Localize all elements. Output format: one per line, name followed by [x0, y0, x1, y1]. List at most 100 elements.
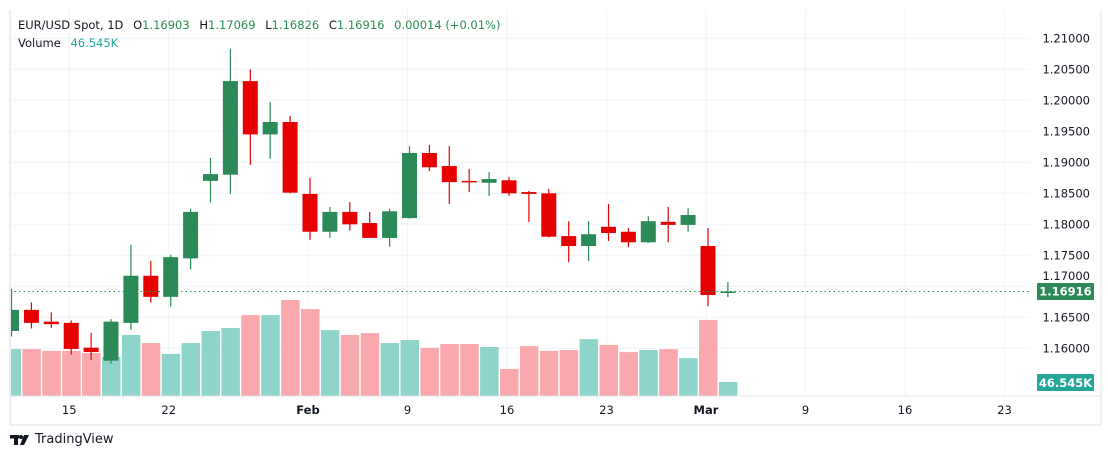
candle-body — [700, 246, 716, 295]
candle-body — [680, 215, 696, 225]
volume-bar — [181, 343, 201, 396]
open-value: 1.16903 — [142, 18, 190, 32]
volume-bar — [141, 343, 161, 396]
brand-name: TradingView — [35, 432, 114, 447]
volume-bar — [320, 330, 340, 396]
grid — [10, 10, 1030, 396]
time-tick-label: 23 — [599, 403, 614, 417]
candle-body — [501, 180, 517, 194]
volume-bar — [340, 334, 360, 396]
price-tag-text: 1.16916 — [1039, 285, 1091, 299]
price-tick-label: 1.19500 — [1042, 124, 1090, 138]
candle-body — [63, 322, 79, 349]
volume-bar — [579, 339, 599, 396]
volume-bar — [241, 315, 260, 396]
candle-body — [362, 223, 378, 238]
candle-body — [23, 309, 39, 323]
candle-body — [720, 291, 736, 294]
candle-body — [262, 122, 278, 135]
time-tick-label: 16 — [898, 403, 913, 417]
time-axis-labels: 15 22 Feb 9 16 23 Mar 9 16 23 — [62, 403, 1012, 417]
volume-value: 46.545K — [70, 36, 119, 50]
volume-bar — [519, 346, 539, 396]
candle-body — [322, 211, 338, 232]
candle-body — [581, 234, 597, 246]
time-tick-label: Mar — [694, 403, 719, 417]
price-tick-label: 1.18000 — [1042, 217, 1090, 231]
volume-bar — [301, 309, 320, 396]
volume-bar — [161, 353, 181, 396]
time-tick-label: 9 — [404, 403, 411, 417]
volume-bar — [480, 346, 499, 396]
volume-bar — [559, 349, 579, 396]
price-tag: 1.16916 — [1037, 283, 1094, 301]
candle-body — [541, 193, 557, 237]
volume-bar — [718, 382, 738, 396]
candle-body — [83, 347, 99, 353]
volume-label[interactable]: Volume — [18, 36, 61, 50]
time-tick-label: 9 — [802, 403, 809, 417]
volume-bar — [221, 328, 240, 396]
price-tick-label: 1.16500 — [1042, 310, 1090, 324]
price-axis[interactable] — [1030, 10, 1101, 396]
symbol-title[interactable]: EUR/USD Spot, 1D — [18, 18, 124, 32]
chart-legend: EUR/USD Spot, 1D O1.16903 H1.17069 L1.16… — [18, 16, 506, 52]
candle-body — [402, 153, 417, 219]
price-tick-label: 1.20000 — [1042, 93, 1090, 107]
change-value: 0.00014 (+0.01%) — [394, 18, 501, 32]
candle-body — [640, 221, 656, 243]
candle-body — [382, 211, 398, 238]
candle-body — [222, 81, 238, 175]
volume-bar — [679, 358, 698, 396]
close-value: 1.16916 — [336, 18, 385, 32]
candle-body — [601, 226, 616, 233]
close-label: C — [328, 18, 337, 32]
volume-bar — [360, 333, 380, 396]
candle-body — [441, 166, 457, 183]
candle-body — [183, 211, 199, 259]
candle-body — [143, 275, 159, 297]
price-tick-label: 1.21000 — [1042, 31, 1090, 45]
price-tick-label: 1.16000 — [1042, 341, 1090, 355]
candle-body — [123, 275, 139, 323]
tradingview-logo[interactable]: TradingView — [10, 432, 114, 447]
candle-body — [561, 236, 577, 246]
volume-bar — [102, 356, 121, 396]
volume-tag-text: 46.545K — [1039, 376, 1093, 390]
low-value: 1.16826 — [271, 18, 320, 32]
ohlc-row: EUR/USD Spot, 1D O1.16903 H1.17069 L1.16… — [18, 16, 506, 34]
volume-bar — [440, 343, 459, 396]
open-label: O — [133, 18, 143, 32]
candle-body — [620, 231, 636, 243]
volume-bar — [699, 319, 718, 396]
candle-body — [163, 257, 179, 297]
candle-body — [342, 211, 358, 225]
volume-bar — [10, 349, 21, 396]
time-tick-label: Feb — [296, 403, 319, 417]
volume-bar — [62, 350, 81, 396]
volume-bar — [121, 334, 141, 396]
volume-bar — [22, 349, 41, 396]
price-tick-label: 1.20500 — [1042, 62, 1090, 76]
volume-tag: 46.545K — [1037, 374, 1094, 391]
tradingview-logo-icon — [10, 434, 29, 445]
candle-body — [43, 321, 59, 325]
candle-body — [103, 321, 119, 361]
candle-body — [421, 153, 437, 168]
candle-body — [660, 221, 676, 225]
volume-bar — [400, 340, 419, 396]
time-tick-label: 22 — [161, 403, 176, 417]
candle-body — [521, 192, 537, 194]
price-axis-labels: 1.16000 1.16500 1.17000 1.17500 1.18000 1.185… — [1042, 31, 1090, 355]
candles — [10, 48, 736, 364]
volume-bar — [42, 350, 61, 396]
volume-bar — [380, 343, 400, 396]
high-value: 1.17069 — [208, 18, 256, 32]
volume-bar — [619, 352, 638, 396]
volume-bars — [10, 300, 738, 396]
time-tick-label: 15 — [62, 403, 77, 417]
volume-row: Volume 46.545K — [18, 34, 506, 52]
time-axis[interactable] — [10, 396, 1100, 425]
price-tick-label: 1.17500 — [1042, 248, 1090, 262]
